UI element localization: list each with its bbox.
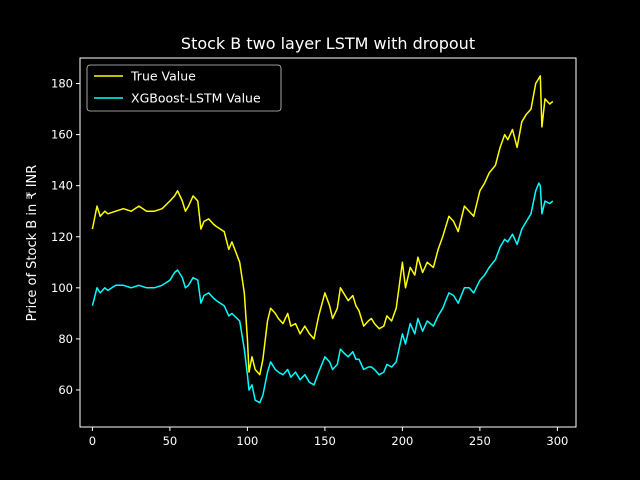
x-tick-label: 200 xyxy=(391,434,413,448)
y-axis: 60 80 100 120 140 160 180 xyxy=(51,77,80,397)
x-axis: 0 50 100 150 200 250 300 xyxy=(89,427,568,448)
x-tick-label: 100 xyxy=(236,434,258,448)
x-tick-label: 0 xyxy=(89,434,96,448)
y-tick-label: 100 xyxy=(51,281,73,295)
y-tick-label: 120 xyxy=(51,230,73,244)
x-tick-label: 50 xyxy=(163,434,178,448)
x-tick-label: 250 xyxy=(469,434,491,448)
x-tick-label: 300 xyxy=(546,434,568,448)
series-line-true-value xyxy=(91,75,554,376)
legend-entry: XGBoost-LSTM Value xyxy=(131,91,261,106)
plot-frame xyxy=(79,57,577,428)
y-tick-label: 180 xyxy=(51,77,73,91)
y-tick-label: 140 xyxy=(51,179,73,193)
y-axis-label: Price of Stock B in ₹ INR xyxy=(25,165,40,322)
y-tick-label: 60 xyxy=(58,383,73,397)
x-tick-label: 150 xyxy=(314,434,336,448)
y-tick-label: 160 xyxy=(51,128,73,142)
legend-entry: True Value xyxy=(130,69,196,84)
legend-box xyxy=(86,64,282,112)
plot-area xyxy=(91,75,554,404)
chart-title: Stock B two layer LSTM with dropout xyxy=(181,34,475,53)
y-tick-label: 80 xyxy=(58,332,73,346)
series-line-xgboost-lstm-value xyxy=(91,182,554,404)
legend: True Value XGBoost-LSTM Value xyxy=(86,64,282,112)
